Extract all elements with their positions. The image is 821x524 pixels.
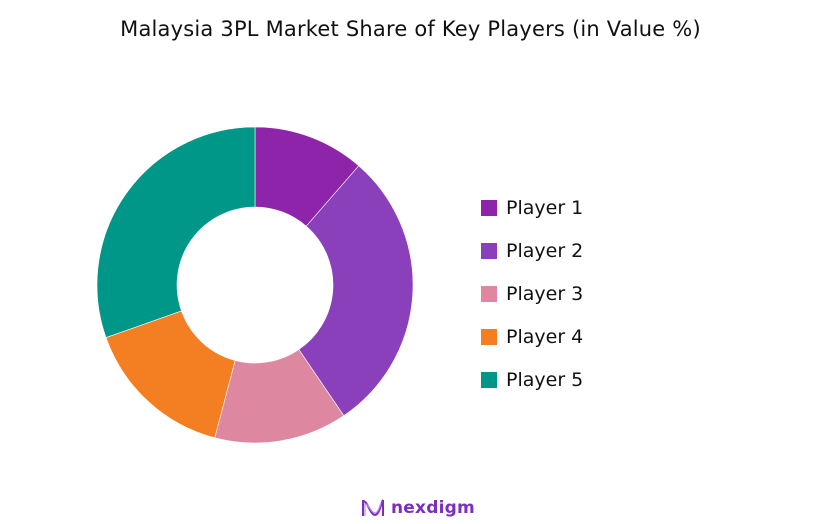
legend-label: Player 3: [506, 282, 584, 305]
legend-swatch: [481, 199, 497, 216]
legend-item: Player 2: [481, 229, 583, 272]
donut-slice-5: [96, 126, 256, 338]
legend-item: Player 1: [481, 186, 583, 229]
logo-text: nexdigm: [391, 498, 475, 518]
legend-item: Player 3: [481, 272, 583, 315]
legend-swatch: [481, 285, 497, 302]
legend-label: Player 4: [506, 325, 584, 348]
legend-label: Player 5: [506, 368, 584, 391]
legend-item: Player 4: [481, 315, 583, 358]
legend: Player 1 Player 2 Player 3 Player 4 Play…: [481, 186, 583, 401]
nexdigm-logo: nexdigm: [360, 498, 475, 518]
donut-slice-2: [298, 165, 414, 417]
nexdigm-wave-icon: [362, 499, 384, 517]
legend-item: Player 5: [481, 358, 583, 401]
legend-label: Player 1: [506, 196, 584, 219]
legend-swatch: [481, 242, 497, 259]
chart-title: Malaysia 3PL Market Share of Key Players…: [120, 17, 701, 41]
donut-chart: [96, 126, 414, 444]
legend-label: Player 2: [506, 239, 584, 262]
legend-swatch: [481, 328, 497, 345]
legend-swatch: [481, 371, 497, 388]
